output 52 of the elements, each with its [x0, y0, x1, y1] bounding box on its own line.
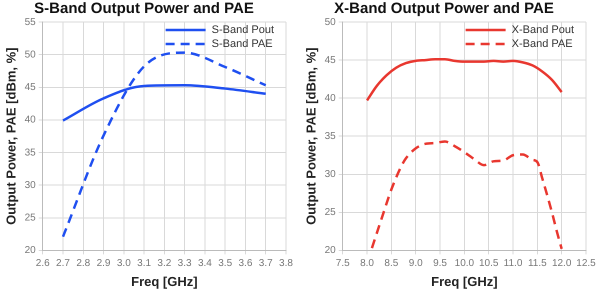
- x-tick-label: 12.5: [576, 258, 596, 270]
- x-tick-label: 2.6: [36, 258, 50, 270]
- x-tick-label: 10.0: [454, 258, 475, 270]
- x-tick-label: 2.9: [96, 258, 111, 270]
- y-tick-label: 40: [24, 114, 36, 126]
- x-axis-title: Freq [GHz]: [431, 274, 498, 289]
- x-tick-label: 3.8: [279, 258, 294, 270]
- line-series: [370, 140, 563, 250]
- x-tick-label: 11.0: [504, 258, 523, 270]
- x-tick-label: 9.5: [433, 258, 448, 270]
- x-tick-label: 3.2: [157, 258, 172, 270]
- y-tick-label: 40: [324, 92, 336, 104]
- x-tick-label: 3.6: [238, 258, 253, 270]
- y-tick-label: 45: [324, 54, 336, 66]
- y-tick-label: 20: [24, 245, 36, 256]
- x-axis-title: Freq [GHz]: [131, 274, 198, 289]
- y-tick-label: 35: [24, 147, 36, 158]
- x-tick-label: 3.5: [218, 258, 233, 270]
- y-tick-label: 30: [24, 180, 36, 191]
- y-tick-label: 30: [324, 169, 336, 180]
- x-tick-label: 3.4: [198, 258, 212, 270]
- x-tick-label: 3.0: [116, 258, 132, 270]
- y-tick-label: 55: [24, 16, 36, 28]
- legend-label: S-Band PAE: [212, 38, 273, 50]
- legend-label: X-Band Pout: [512, 24, 574, 36]
- x-tick-label: 3.1: [137, 258, 152, 270]
- legend-label: S-Band Pout: [212, 24, 274, 36]
- chart-title: S-Band Output Power and PAE: [34, 0, 254, 18]
- x-tick-label: 2.7: [56, 258, 70, 270]
- x-tick-label: 8.5: [384, 258, 399, 270]
- y-axis-title: Output Power, PAE [dBm, %]: [3, 47, 18, 225]
- y-tick-label: 50: [24, 49, 36, 60]
- x-tick-label: 12.0: [552, 258, 572, 270]
- y-tick-label: 50: [324, 16, 336, 28]
- x-tick-label: 3.3: [178, 258, 192, 270]
- legend-label: X-Band PAE: [512, 38, 573, 50]
- y-tick-label: 25: [24, 212, 36, 224]
- x-tick-label: 8.0: [360, 258, 374, 270]
- y-tick-label: 20: [324, 245, 336, 256]
- x-tick-label: 3.7: [258, 258, 274, 270]
- chart-title: X-Band Output Power and PAE: [334, 0, 554, 18]
- y-tick-label: 35: [324, 130, 336, 142]
- x-tick-label: 9.0: [408, 258, 424, 270]
- x-tick-label: 7.5: [336, 258, 350, 270]
- line-series: [62, 51, 267, 238]
- x-tick-label: 10.5: [478, 258, 499, 270]
- x-tick-label: 11.5: [528, 258, 548, 270]
- y-tick-label: 45: [24, 82, 36, 94]
- y-tick-label: 25: [324, 207, 336, 218]
- line-series: [366, 58, 563, 102]
- y-axis-title: Output Power, PAE [dBm, %]: [303, 47, 318, 225]
- x-tick-label: 2.8: [76, 258, 91, 270]
